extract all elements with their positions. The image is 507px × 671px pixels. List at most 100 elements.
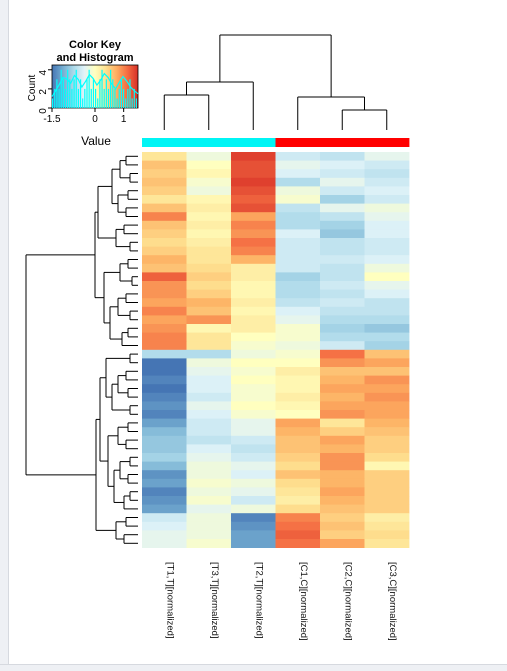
heatmap-cell bbox=[364, 177, 410, 187]
heatmap-cell bbox=[186, 169, 232, 179]
histogram-bar bbox=[114, 88, 116, 108]
heatmap-cell bbox=[275, 427, 321, 437]
heatmap-cell bbox=[142, 152, 187, 161]
heatmap-cell bbox=[364, 410, 410, 419]
heatmap-cell bbox=[364, 367, 410, 376]
group-bar-c bbox=[364, 138, 410, 147]
heatmap-cell bbox=[275, 220, 321, 230]
heatmap-cell bbox=[320, 392, 365, 402]
heatmap-cell bbox=[275, 496, 321, 505]
heatmap-cell bbox=[186, 332, 232, 342]
heatmap-cell bbox=[186, 272, 232, 282]
heatmap-cell bbox=[275, 375, 321, 385]
group-bar-c bbox=[275, 138, 321, 147]
heatmap-cell bbox=[231, 220, 276, 230]
heatmap-cell bbox=[142, 272, 187, 282]
heatmap-cell bbox=[186, 367, 232, 376]
heatmap-cell bbox=[186, 418, 232, 428]
heatmap-cell bbox=[186, 341, 232, 351]
heatmap-cell bbox=[364, 169, 410, 179]
heatmap-cell bbox=[275, 289, 321, 299]
color-key-ylabel: Count bbox=[27, 74, 38, 101]
heatmap-cell bbox=[231, 539, 276, 548]
color-key-xtick-label: -1.5 bbox=[43, 114, 61, 125]
heatmap-cell bbox=[275, 272, 321, 282]
column-label: [T2,T][normalized] bbox=[253, 562, 264, 639]
heatmap-cell bbox=[186, 401, 232, 411]
heatmap-cell bbox=[186, 358, 232, 368]
heatmap-cell bbox=[186, 315, 232, 325]
histogram-bar bbox=[116, 98, 118, 108]
heatmap-cell bbox=[142, 435, 187, 445]
heatmap-cell bbox=[186, 177, 232, 187]
histogram-bar bbox=[73, 79, 75, 108]
histogram-bar bbox=[54, 88, 56, 108]
heatmap-cell bbox=[364, 186, 410, 196]
heatmap-cell bbox=[275, 255, 321, 265]
heatmap-cell bbox=[320, 487, 365, 497]
heatmap-cell bbox=[320, 186, 365, 196]
heatmap-cell bbox=[364, 263, 410, 273]
histogram-bar bbox=[118, 88, 120, 108]
histogram-bar bbox=[86, 79, 88, 108]
heatmap-cell bbox=[364, 401, 410, 411]
heatmap-cell bbox=[142, 315, 187, 325]
color-key-xlabel: Value bbox=[81, 134, 111, 148]
group-bar-c bbox=[320, 138, 365, 147]
heatmap-cell bbox=[142, 513, 187, 523]
heatmap-cell bbox=[231, 453, 276, 462]
heatmap-cell bbox=[320, 246, 365, 256]
heatmap-cell bbox=[231, 487, 276, 497]
heatmap-cell bbox=[186, 384, 232, 394]
heatmap-cell bbox=[364, 298, 410, 308]
heatmap-cell bbox=[320, 315, 365, 325]
histogram-density-line bbox=[51, 72, 139, 97]
histogram-bar bbox=[95, 88, 97, 108]
heatmap-cell bbox=[275, 401, 321, 411]
histogram-bar bbox=[60, 69, 62, 108]
heatmap-cell bbox=[320, 427, 365, 437]
heatmap-cell bbox=[142, 220, 187, 230]
heatmap-cell bbox=[275, 229, 321, 239]
heatmap-cell bbox=[186, 152, 232, 161]
histogram-bar bbox=[64, 88, 67, 108]
heatmap-cell bbox=[275, 263, 321, 273]
heatmap-cell bbox=[320, 539, 365, 548]
heatmap-cell bbox=[275, 470, 321, 480]
heatmap-cell bbox=[320, 530, 365, 540]
column-group-sidebar bbox=[142, 138, 410, 147]
heatmap-cell bbox=[320, 461, 365, 471]
heatmap-cell bbox=[186, 392, 232, 402]
heatmap-cell bbox=[364, 238, 410, 247]
heatmap-cell bbox=[186, 160, 232, 170]
histogram-bar bbox=[125, 98, 127, 108]
heatmap-cell bbox=[364, 427, 410, 437]
heatmap-cell bbox=[320, 238, 365, 247]
heatmap-cell bbox=[186, 289, 232, 299]
heatmap-cell bbox=[186, 349, 232, 359]
heatmap-cell bbox=[231, 289, 276, 299]
color-key-title-line1: Color Key bbox=[69, 39, 122, 51]
heatmap-cell bbox=[275, 195, 321, 204]
heatmap-cell bbox=[275, 341, 321, 351]
heatmap-cell bbox=[231, 530, 276, 540]
heatmap-cell bbox=[231, 186, 276, 196]
color-key-xtick-label: 1 bbox=[121, 114, 127, 125]
heatmap-cell bbox=[142, 195, 187, 204]
heatmap-cell bbox=[186, 324, 232, 333]
heatmap-cell bbox=[142, 392, 187, 402]
heatmap-cell bbox=[231, 341, 276, 351]
heatmap-cell bbox=[142, 444, 187, 454]
heatmap-cell bbox=[364, 384, 410, 394]
column-label: [T1,T][normalized] bbox=[164, 562, 175, 639]
histogram-bar bbox=[101, 69, 103, 108]
histogram-bar bbox=[127, 88, 129, 108]
group-bar-t bbox=[186, 138, 232, 147]
heatmap-cell bbox=[320, 435, 365, 445]
heatmap-cell bbox=[275, 453, 321, 462]
histogram-bar bbox=[75, 69, 77, 108]
heatmap-cell bbox=[186, 203, 232, 213]
heatmap-cell bbox=[186, 281, 232, 290]
heatmap-cell bbox=[275, 315, 321, 325]
heatmap-cell bbox=[231, 470, 276, 480]
